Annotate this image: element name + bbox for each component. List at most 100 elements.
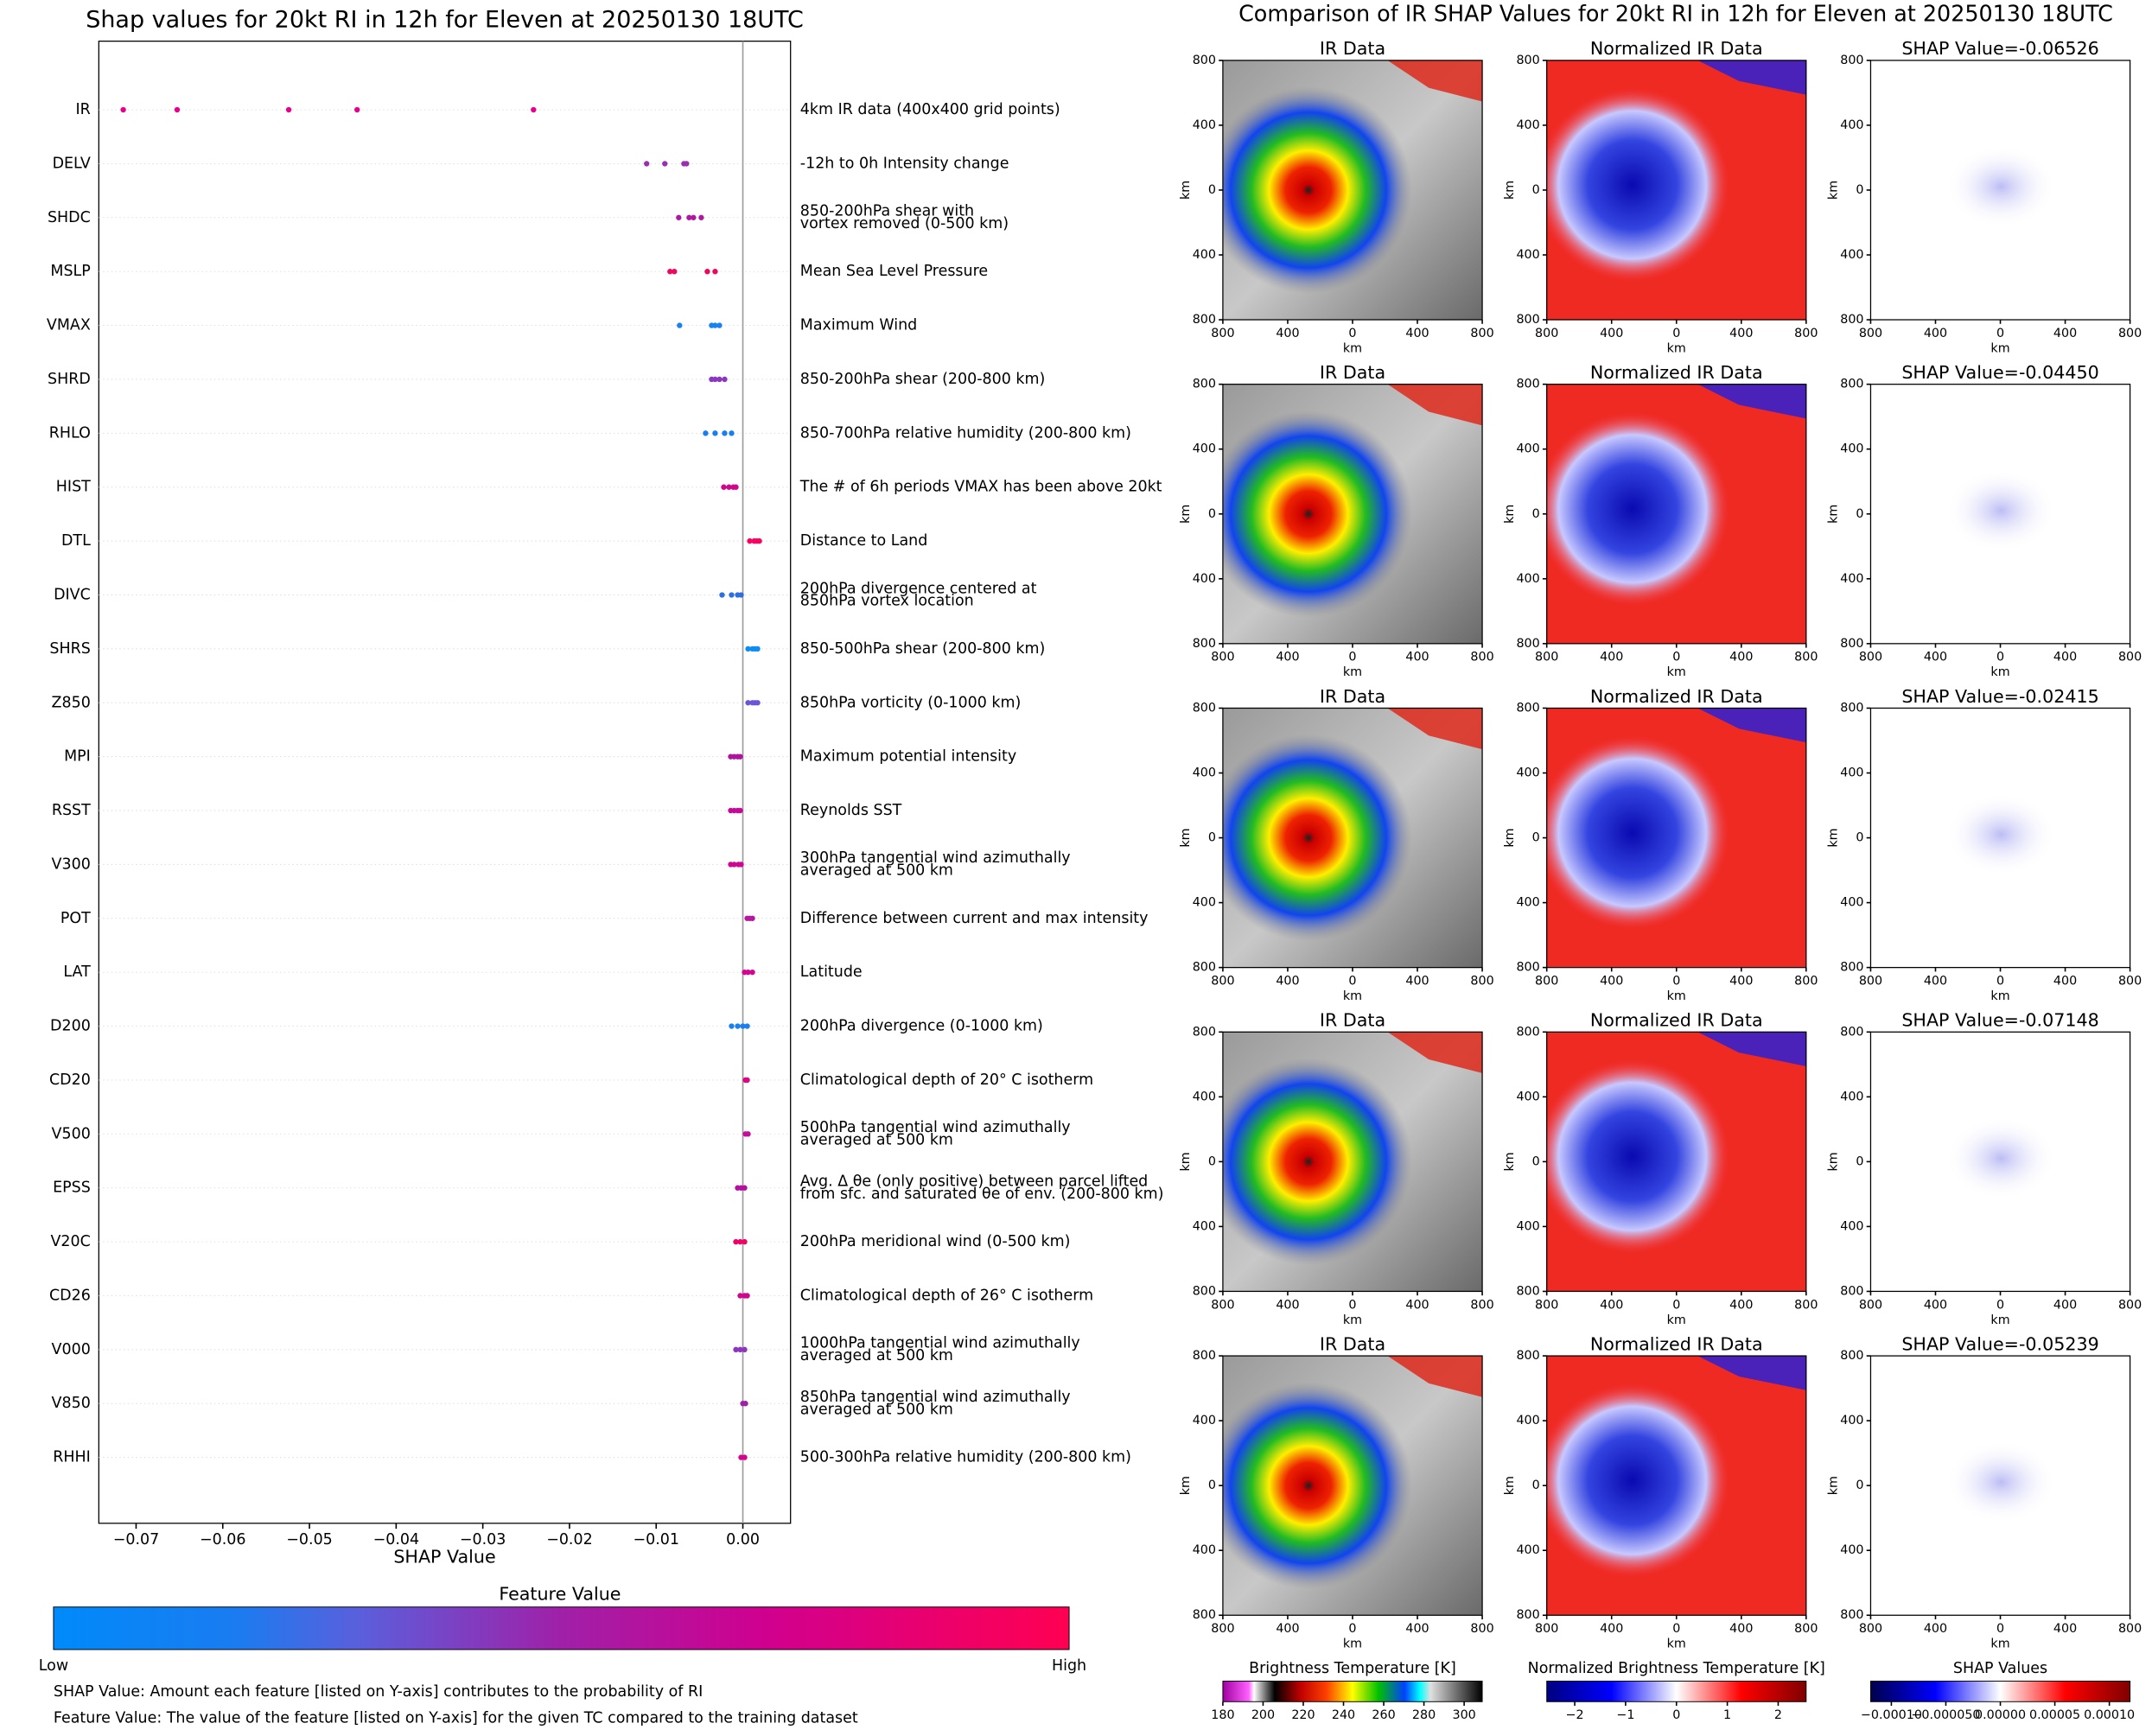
feature-description: Avg. Δ θe (only positive) between parcel… [800,1173,1148,1191]
y-tick-label: 400 [1516,1090,1539,1103]
shap-point [742,1238,748,1245]
shap-point [745,645,751,652]
shap-point [691,214,697,220]
y-tick-label: 800 [1840,1284,1863,1298]
y-tick-label: 0 [1532,831,1540,845]
x-tick-label: 400 [1729,975,1753,989]
shap-point [749,969,755,976]
shap-point [733,1346,739,1353]
x-tick-label: 0 [1996,327,2004,340]
shap-image-blob [1945,469,2056,552]
x-tick-label: 800 [1535,975,1558,989]
y-tick-label: 0 [1856,183,1863,197]
x-tick-label: 400 [1276,651,1299,665]
colorbar [1546,1680,1807,1702]
y-tick-label: 400 [1193,1414,1216,1428]
y-tick-label: 800 [1193,1608,1216,1622]
y-tick-label: 800 [1193,313,1216,327]
y-tick-label: 400 [1516,442,1539,456]
y-tick-label: 800 [1193,1025,1216,1039]
colorbar-tick-label: −0.000050 [1911,1708,1980,1722]
y-tick-label: 400 [1193,248,1216,262]
feature-description: The # of 6h periods VMAX has been above … [799,479,1162,496]
x-tick-label: 800 [1470,1298,1493,1312]
x-tick-label: 800 [1535,1622,1558,1636]
shap-point [354,106,360,113]
y-tick-label: 400 [1516,1219,1539,1233]
normalized-image-cloud [1546,1032,1806,1292]
shap-point [740,1023,746,1029]
note: SHAP Value: Amount each feature [listed … [54,1683,703,1701]
shap-point [722,430,728,436]
x-tick-label: 400 [2053,975,2077,989]
y-tick-label: 0 [1856,1478,1863,1492]
y-tick-label: SHRS [49,640,90,658]
x-tick-label: 0.00 [726,1531,760,1548]
shap-point [744,1077,750,1084]
y-tick-label: 400 [1840,1090,1863,1103]
y-tick-label: 0 [1532,1478,1540,1492]
colorbar-tick-label: −1 [1616,1708,1634,1722]
y-tick-label: 400 [1516,248,1539,262]
y-tick-label: 800 [1840,54,1863,67]
shap-point [756,537,762,544]
y-tick-label: SHDC [48,209,91,226]
shap-point [744,1023,750,1029]
ir-image-cloud [1222,60,1483,321]
shap-image-blob [1945,792,2056,876]
shap-image-blob [1945,145,2056,228]
x-tick-label: 800 [2118,975,2142,989]
x-axis-label: km [1667,989,1686,1003]
x-tick-label: −0.06 [200,1531,245,1548]
y-axis-label: km [1179,828,1193,847]
x-tick-label: −0.07 [113,1531,159,1548]
feature-description: 500-300hPa relative humidity (200-800 km… [800,1449,1131,1466]
x-tick-label: 800 [1794,1298,1818,1312]
x-tick-label: 400 [2053,1298,2077,1312]
x-tick-label: 400 [1276,975,1299,989]
x-tick-label: 0 [1348,975,1356,989]
y-tick-label: VMAX [47,317,91,334]
y-tick-label: 400 [1840,1543,1863,1557]
x-axis-label: SHAP Value [393,1547,495,1567]
shap-title: SHAP Value=-0.02415 [1901,686,2098,707]
x-tick-label: 0 [1672,651,1680,665]
y-tick-label: 800 [1516,378,1539,391]
shap-point [737,1238,743,1245]
y-axis-label: km [1503,1152,1517,1171]
y-axis-label: km [1827,828,1841,847]
y-tick-label: 800 [1516,313,1539,327]
x-tick-label: −0.01 [633,1531,678,1548]
x-tick-label: 400 [1405,651,1429,665]
y-tick-label: 400 [1193,1543,1216,1557]
shap-point [738,592,744,598]
y-tick-label: Z850 [52,694,91,711]
x-tick-label: 400 [2053,327,2077,340]
column-title: IR Data [1320,686,1385,707]
y-axis-label: km [1827,1476,1841,1495]
x-tick-label: 400 [1729,1622,1753,1636]
colorbar-tick-label: 0.00000 [1975,1708,2026,1722]
shap-point [742,1185,748,1191]
x-tick-label: 800 [2118,1622,2142,1636]
y-tick-label: 0 [1208,831,1216,845]
colorbar-tick-label: −0.00010 [1861,1708,1922,1722]
feature-description: averaged at 500 km [800,1347,953,1364]
ir-image-band [1387,708,1483,750]
x-tick-label: 800 [1859,1298,1882,1312]
y-axis-label: km [1827,1152,1841,1171]
y-tick-label: 800 [1840,1608,1863,1622]
y-tick-label: 400 [1193,442,1216,456]
colorbar-tick-label: 300 [1452,1708,1475,1722]
y-tick-label: SHRD [48,371,91,388]
y-tick-label: 800 [1193,637,1216,651]
x-tick-label: 400 [1600,651,1623,665]
y-tick-label: V20C [50,1233,90,1250]
shap-point [729,1023,735,1029]
x-axis-label: km [1990,341,2009,355]
x-tick-label: 0 [1348,1298,1356,1312]
feature-colorbar [53,1606,1070,1650]
shap-point [749,915,755,921]
feature-description: 200hPa meridional wind (0-500 km) [800,1233,1071,1250]
colorbar-tick-label: 240 [1332,1708,1355,1722]
